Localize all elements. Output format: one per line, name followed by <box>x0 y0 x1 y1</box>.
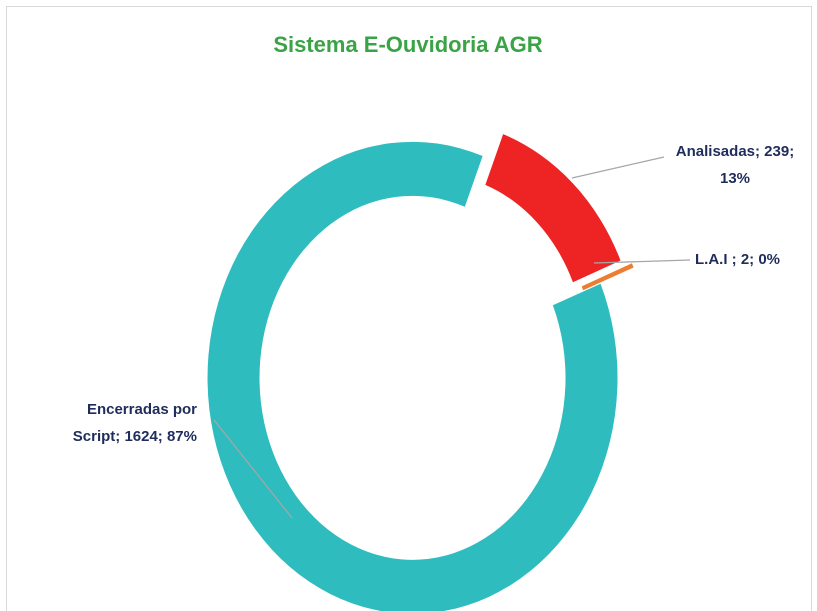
leader-line <box>213 419 293 519</box>
leader-line <box>593 259 691 264</box>
donut-segment <box>581 263 634 291</box>
data-label: Encerradas por <box>87 401 197 418</box>
data-label: L.A.I ; 2; 0% <box>695 251 780 268</box>
leader-line <box>571 156 665 179</box>
donut-segment <box>485 134 621 283</box>
chart-frame <box>6 6 812 611</box>
data-label: Script; 1624; 87% <box>73 428 197 445</box>
data-label: Analisadas; 239; <box>676 143 794 160</box>
data-label: 13% <box>720 170 750 187</box>
chart-title: Sistema E-Ouvidoria AGR <box>273 32 542 57</box>
